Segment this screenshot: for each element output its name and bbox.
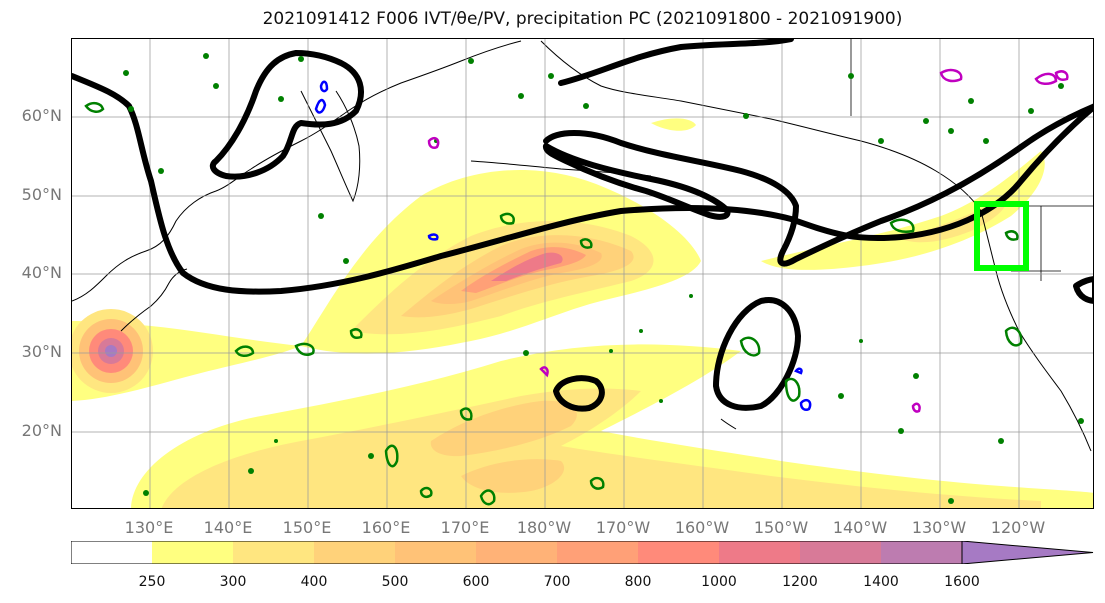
colorbar-tick-label: 250 bbox=[138, 574, 166, 590]
lat-label-20n: 20°N bbox=[21, 421, 62, 440]
lat-label-60n: 60°N bbox=[21, 106, 62, 125]
lon-label-170w: 170°W bbox=[595, 518, 651, 537]
colorbar-extend-arrow bbox=[961, 540, 1094, 565]
precip-north-blob bbox=[651, 118, 696, 131]
lon-label-160e: 160°E bbox=[361, 518, 411, 537]
lon-label-140w: 140°W bbox=[832, 518, 888, 537]
colorbar-tick-label: 1400 bbox=[863, 574, 899, 590]
colorbar-segment bbox=[476, 541, 558, 564]
ivt-contour-small bbox=[553, 375, 605, 412]
pv-contours bbox=[314, 68, 1069, 413]
ivt-contour-hawaii-loop bbox=[713, 297, 801, 411]
theta-e-contours bbox=[84, 101, 1023, 506]
ivt-contour-kamchatka bbox=[209, 50, 364, 180]
coast-hawaii bbox=[720, 418, 737, 430]
lat-label-30n: 30°N bbox=[21, 342, 62, 361]
precip-south-band-l2 bbox=[161, 388, 1041, 508]
colorbar-segment bbox=[152, 541, 234, 564]
typhoon-core bbox=[105, 345, 117, 357]
coast-kamchatka bbox=[300, 90, 361, 203]
lon-label-150e: 150°E bbox=[282, 518, 332, 537]
colorbar-segment bbox=[881, 541, 963, 564]
theta-e-dots bbox=[123, 53, 1084, 504]
colorbar-tick-label: 700 bbox=[543, 574, 571, 590]
colorbar-segment bbox=[233, 541, 315, 564]
precip-south-band-l3 bbox=[430, 400, 577, 457]
colorbar-segment bbox=[638, 541, 720, 564]
precip-south-band-l4 bbox=[461, 459, 565, 493]
lon-label-130w: 130°W bbox=[911, 518, 967, 537]
colorbar-segment bbox=[719, 541, 801, 564]
map-canvas bbox=[72, 39, 1093, 508]
lon-label-140e: 140°E bbox=[203, 518, 253, 537]
lon-label-120w: 120°W bbox=[990, 518, 1046, 537]
colorbar-segment bbox=[395, 541, 477, 564]
ivt-contour-bering-loop bbox=[543, 103, 1093, 267]
colorbar-tick-label: 1200 bbox=[782, 574, 818, 590]
colorbar-tick-label: 1000 bbox=[701, 574, 737, 590]
coast-alaska bbox=[540, 40, 982, 212]
lon-label-130e: 130°E bbox=[124, 518, 174, 537]
colorbar-tick-label: 600 bbox=[462, 574, 490, 590]
colorbar-tick-label: 500 bbox=[381, 574, 409, 590]
lon-label-170e: 170°E bbox=[440, 518, 490, 537]
ivt-contour-east-blob bbox=[1073, 276, 1093, 304]
lat-label-50n: 50°N bbox=[21, 185, 62, 204]
lat-label-40n: 40°N bbox=[21, 263, 62, 282]
coast-na-west bbox=[980, 210, 1092, 452]
colorbar-canvas bbox=[70, 540, 1094, 565]
lon-label-160w: 160°W bbox=[674, 518, 730, 537]
coastlines bbox=[72, 40, 1092, 452]
colorbar-segment bbox=[557, 541, 639, 564]
ivt-contour-main bbox=[72, 73, 1093, 295]
colorbar-tick-label: 400 bbox=[300, 574, 328, 590]
colorbar-tick-label: 800 bbox=[624, 574, 652, 590]
colorbar-tick-label: 300 bbox=[219, 574, 247, 590]
ivt-contour-aleutian-inner bbox=[542, 143, 731, 220]
colorbar-segment bbox=[314, 541, 396, 564]
lon-label-150w: 150°W bbox=[753, 518, 809, 537]
colorbar-segment bbox=[800, 541, 882, 564]
colorbar-tick-label: 1600 bbox=[944, 574, 980, 590]
map-panel bbox=[71, 38, 1094, 509]
region-highlight-box bbox=[974, 201, 1029, 271]
map-title: 2021091412 F006 IVT/θe/PV, precipitation… bbox=[262, 9, 903, 29]
ivt-contour-bering-top bbox=[558, 39, 794, 86]
lon-label-180w: 180°W bbox=[516, 518, 572, 537]
colorbar bbox=[70, 540, 1094, 565]
coast-east-asia bbox=[72, 40, 522, 302]
coast-japan bbox=[120, 268, 188, 332]
colorbar-segment bbox=[71, 541, 153, 564]
ivt-contours bbox=[72, 39, 1093, 412]
